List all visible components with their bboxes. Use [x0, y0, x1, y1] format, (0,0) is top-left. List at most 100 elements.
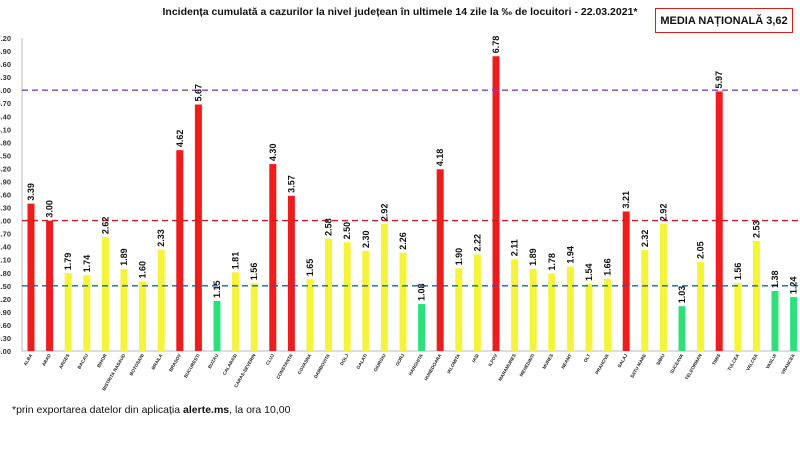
- category-label: CARAS-SEVERIN: [233, 352, 257, 388]
- category-label: CONSTANTA: [275, 352, 294, 379]
- y-tick-label: 3.30: [0, 204, 11, 213]
- value-label: 1.78: [547, 253, 557, 271]
- bar: [362, 251, 370, 351]
- category-label: BUZAU: [207, 352, 220, 369]
- value-label: 1.65: [305, 259, 315, 277]
- y-tick-label: 6.90: [0, 47, 11, 56]
- bar: [697, 261, 705, 351]
- category-label: IASI: [471, 353, 480, 363]
- y-tick-label: 1.50: [0, 282, 11, 291]
- y-tick-label: 5.70: [0, 99, 11, 108]
- footnote: *prin exportarea datelor din aplicația a…: [12, 404, 290, 416]
- y-tick-label: 4.50: [0, 151, 11, 160]
- category-label: VALCEA: [745, 352, 759, 371]
- value-label: 1.56: [249, 263, 259, 281]
- category-label: MARAMURES: [497, 353, 517, 382]
- value-label: 4.62: [175, 130, 185, 148]
- value-label: 3.57: [286, 175, 296, 193]
- category-label: BIHOR: [96, 352, 108, 368]
- y-tick-label: 5.40: [0, 112, 11, 121]
- value-label: 1.08: [417, 284, 427, 302]
- category-label: SATU MARE: [629, 353, 647, 379]
- category-label: PRAHOVA: [594, 352, 610, 375]
- value-label: 1.89: [528, 248, 538, 266]
- category-label: BRAILA: [151, 352, 164, 370]
- y-tick-label: 5.10: [0, 125, 11, 134]
- value-label: 1.54: [584, 264, 594, 282]
- category-label: TULCEA: [727, 352, 741, 371]
- value-label: 2.92: [658, 204, 668, 222]
- bar: [213, 301, 221, 351]
- category-label: DOLJ: [339, 353, 350, 366]
- bar: [139, 281, 147, 351]
- y-tick-label: 3.90: [0, 177, 11, 186]
- value-label: 2.26: [398, 232, 408, 250]
- category-label: SUCEAVA: [669, 352, 685, 374]
- bar: [678, 306, 686, 351]
- bar: [287, 195, 295, 351]
- bar: [604, 278, 612, 351]
- bar: [194, 104, 202, 351]
- chart-title: Incidența cumulată a cazurilor la nivel …: [162, 6, 638, 18]
- bar: [46, 220, 54, 351]
- value-label: 1.74: [82, 255, 92, 273]
- value-label: 2.11: [510, 239, 520, 256]
- bar: [752, 241, 760, 351]
- value-label: 2.22: [472, 234, 482, 252]
- category-label: SIBIU: [655, 352, 666, 366]
- y-tick-label: 3.60: [0, 191, 11, 200]
- category-label: VASLUI: [765, 353, 778, 370]
- category-label: OLT: [583, 353, 592, 363]
- bar: [734, 283, 742, 351]
- value-label: 1.03: [677, 286, 687, 304]
- value-label: 4.18: [435, 149, 445, 167]
- category-label: MEHEDINTI: [519, 353, 536, 377]
- y-tick-label: 1.80: [0, 269, 11, 278]
- bar: [343, 242, 351, 351]
- bar: [64, 273, 72, 351]
- bar: [27, 203, 35, 351]
- y-tick-label: 6.30: [0, 73, 11, 82]
- value-label: 2.30: [361, 230, 371, 248]
- bar: [790, 297, 798, 351]
- bar: [436, 169, 444, 351]
- y-tick-label: 6.60: [0, 60, 11, 69]
- y-tick-label: 6.00: [0, 86, 11, 95]
- bar: [176, 150, 184, 351]
- value-label: 1.15: [212, 280, 222, 298]
- value-label: 1.60: [138, 261, 148, 279]
- value-label: 2.92: [379, 204, 389, 222]
- y-tick-label: 0.00: [0, 347, 11, 356]
- value-label: 4.30: [268, 144, 278, 162]
- value-label: 6.78: [491, 36, 501, 54]
- bar: [120, 268, 128, 351]
- category-label: VRANCEA: [780, 352, 796, 375]
- category-label: GORJ: [395, 353, 406, 367]
- y-tick-label: 2.40: [0, 243, 11, 252]
- bar: [473, 254, 481, 351]
- bar: [548, 273, 556, 351]
- value-label: 5.67: [193, 84, 203, 102]
- category-label: BACAU: [77, 352, 90, 369]
- footnote-suffix: , la ora 10,00: [229, 404, 291, 416]
- category-label: ILFOV: [487, 352, 499, 367]
- category-label: MURES: [542, 353, 555, 370]
- bar: [83, 275, 91, 351]
- y-tick-label: 0.60: [0, 321, 11, 330]
- bar: [232, 272, 240, 351]
- y-tick-label: 3.00: [0, 217, 11, 226]
- category-label: IALOMITA: [446, 352, 462, 374]
- category-label: ARGES: [58, 353, 71, 370]
- bar: [659, 224, 667, 351]
- y-tick-label: 2.70: [0, 230, 11, 239]
- category-label: NEAMT: [560, 353, 573, 370]
- category-label: HARGHITA: [408, 352, 425, 376]
- footnote-prefix: *prin exportarea datelor din aplicația: [12, 404, 184, 416]
- category-label: SALAJ: [617, 353, 629, 369]
- bar: [157, 249, 165, 351]
- bar: [380, 224, 388, 351]
- value-label: 1.79: [63, 253, 73, 271]
- category-label: COVASNA: [297, 352, 313, 375]
- y-tick-label: 0.30: [0, 334, 11, 343]
